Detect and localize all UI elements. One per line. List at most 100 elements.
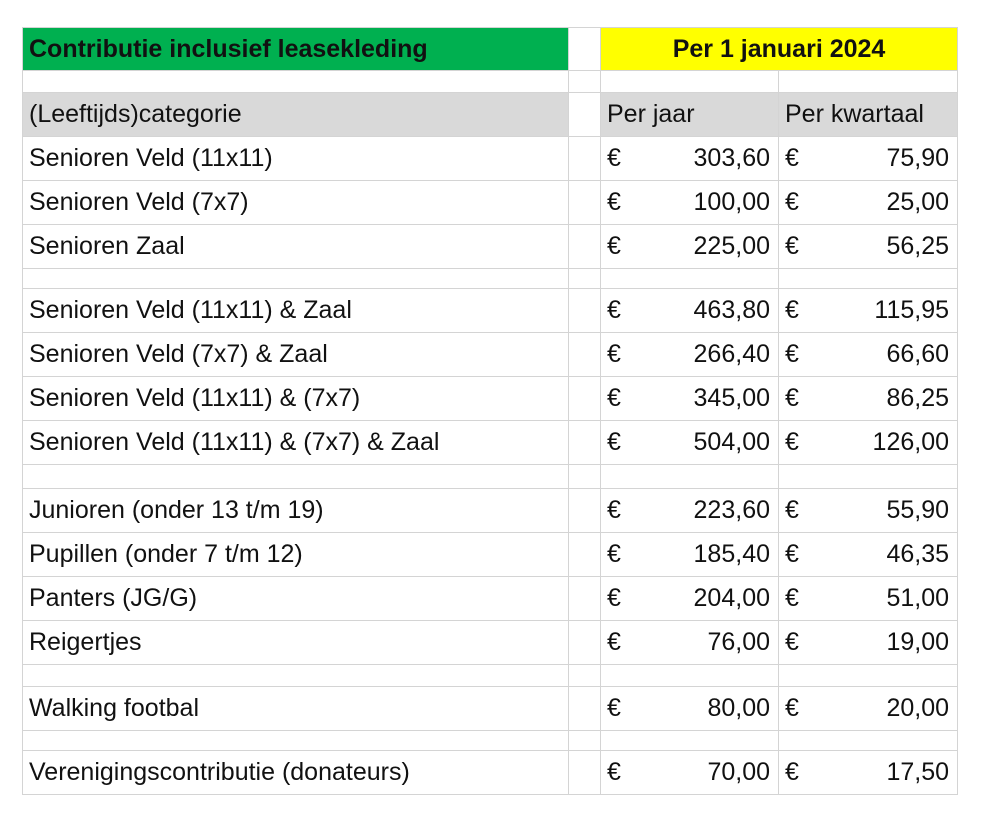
spacer-row xyxy=(22,664,959,687)
column-header: Per kwartaal xyxy=(777,92,959,137)
data-row: Junioren (onder 13 t/m 19) €223,60 €55,90 xyxy=(22,488,959,533)
money: €70,00 xyxy=(607,758,772,787)
amount: 76,00 xyxy=(707,628,770,656)
money: €86,25 xyxy=(785,384,951,413)
amount: 19,00 xyxy=(886,628,950,656)
column-header-row: (Leeftijds)categorie Per jaar Per kwarta… xyxy=(22,92,959,137)
cell xyxy=(777,464,959,489)
cell xyxy=(568,750,601,795)
money: €66,60 xyxy=(785,340,951,369)
amount-cell: €19,00 xyxy=(777,620,959,665)
money: €46,35 xyxy=(785,540,951,569)
money: €345,00 xyxy=(607,384,772,413)
currency: € xyxy=(607,758,621,786)
amount-cell: €76,00 xyxy=(600,620,779,665)
amount: 223,60 xyxy=(693,496,770,524)
category: Junioren (onder 13 t/m 19) xyxy=(22,488,569,533)
cell xyxy=(568,27,601,71)
cell xyxy=(568,136,601,181)
amount: 266,40 xyxy=(693,340,770,368)
amount-cell: €185,40 xyxy=(600,532,779,577)
cell xyxy=(22,268,569,289)
category: Senioren Veld (7x7) & Zaal xyxy=(22,332,569,377)
amount-cell: €51,00 xyxy=(777,576,959,621)
currency: € xyxy=(785,384,799,412)
title: Contributie inclusief leasekleding xyxy=(22,27,569,71)
cell xyxy=(22,730,569,751)
cell xyxy=(22,664,569,687)
amount-cell: €55,90 xyxy=(777,488,959,533)
amount: 463,80 xyxy=(693,296,770,324)
amount-cell: €46,35 xyxy=(777,532,959,577)
amount-cell: €80,00 xyxy=(600,686,779,731)
currency: € xyxy=(785,232,799,260)
category: Senioren Veld (7x7) xyxy=(22,180,569,225)
money: €17,50 xyxy=(785,758,951,787)
amount-cell: €100,00 xyxy=(600,180,779,225)
cell xyxy=(568,488,601,533)
category: Panters (JG/G) xyxy=(22,576,569,621)
amount: 70,00 xyxy=(707,758,770,786)
cell xyxy=(568,576,601,621)
cell xyxy=(600,664,779,687)
amount-cell: €20,00 xyxy=(777,686,959,731)
cell xyxy=(777,730,959,751)
currency: € xyxy=(785,694,799,722)
currency: € xyxy=(607,694,621,722)
currency: € xyxy=(785,340,799,368)
amount-cell: €266,40 xyxy=(600,332,779,377)
money: €25,00 xyxy=(785,188,951,217)
amount-cell: €17,50 xyxy=(777,750,959,795)
amount: 17,50 xyxy=(886,758,950,786)
currency: € xyxy=(607,628,621,656)
money: €55,90 xyxy=(785,496,951,525)
cell xyxy=(568,376,601,421)
cell xyxy=(568,288,601,333)
category: Senioren Veld (11x11) xyxy=(22,136,569,181)
money: €126,00 xyxy=(785,428,951,457)
currency: € xyxy=(607,340,621,368)
money: €115,95 xyxy=(785,296,951,325)
money: €19,00 xyxy=(785,628,951,657)
fee-table: Contributie inclusief leasekleding Per 1… xyxy=(22,27,959,795)
spacer-row xyxy=(22,70,959,93)
amount: 225,00 xyxy=(693,232,770,260)
amount-cell: €223,60 xyxy=(600,488,779,533)
data-row: Senioren Veld (11x11) €303,60 €75,90 xyxy=(22,136,959,181)
money: €80,00 xyxy=(607,694,772,723)
amount: 80,00 xyxy=(707,694,770,722)
amount-cell: €66,60 xyxy=(777,332,959,377)
money: €51,00 xyxy=(785,584,951,613)
category: Verenigingscontributie (donateurs) xyxy=(22,750,569,795)
cell xyxy=(777,268,959,289)
data-row: Panters (JG/G) €204,00 €51,00 xyxy=(22,576,959,621)
currency: € xyxy=(785,296,799,324)
data-row: Senioren Veld (7x7) €100,00 €25,00 xyxy=(22,180,959,225)
amount-cell: €204,00 xyxy=(600,576,779,621)
currency: € xyxy=(607,188,621,216)
cell xyxy=(600,730,779,751)
data-row: Pupillen (onder 7 t/m 12) €185,40 €46,35 xyxy=(22,532,959,577)
cell xyxy=(568,224,601,269)
data-row: Senioren Veld (11x11) & (7x7) €345,00 €86,… xyxy=(22,376,959,421)
currency: € xyxy=(607,232,621,260)
spacer-row xyxy=(22,464,959,489)
amount: 504,00 xyxy=(693,428,770,456)
money: €463,80 xyxy=(607,296,772,325)
category: Senioren Veld (11x11) & (7x7) & Zaal xyxy=(22,420,569,465)
category: Senioren Zaal xyxy=(22,224,569,269)
cell xyxy=(568,420,601,465)
title-row: Contributie inclusief leasekleding Per 1… xyxy=(22,27,959,71)
money: €56,25 xyxy=(785,232,951,261)
spacer-row xyxy=(22,268,959,289)
data-row: Senioren Zaal €225,00 €56,25 xyxy=(22,224,959,269)
amount: 75,90 xyxy=(886,144,950,172)
amount-cell: €70,00 xyxy=(600,750,779,795)
currency: € xyxy=(607,144,621,172)
currency: € xyxy=(785,428,799,456)
category: Senioren Veld (11x11) & (7x7) xyxy=(22,376,569,421)
data-row: Senioren Veld (11x11) & (7x7) & Zaal €504… xyxy=(22,420,959,465)
cell xyxy=(600,268,779,289)
cell xyxy=(568,180,601,225)
cell xyxy=(777,664,959,687)
